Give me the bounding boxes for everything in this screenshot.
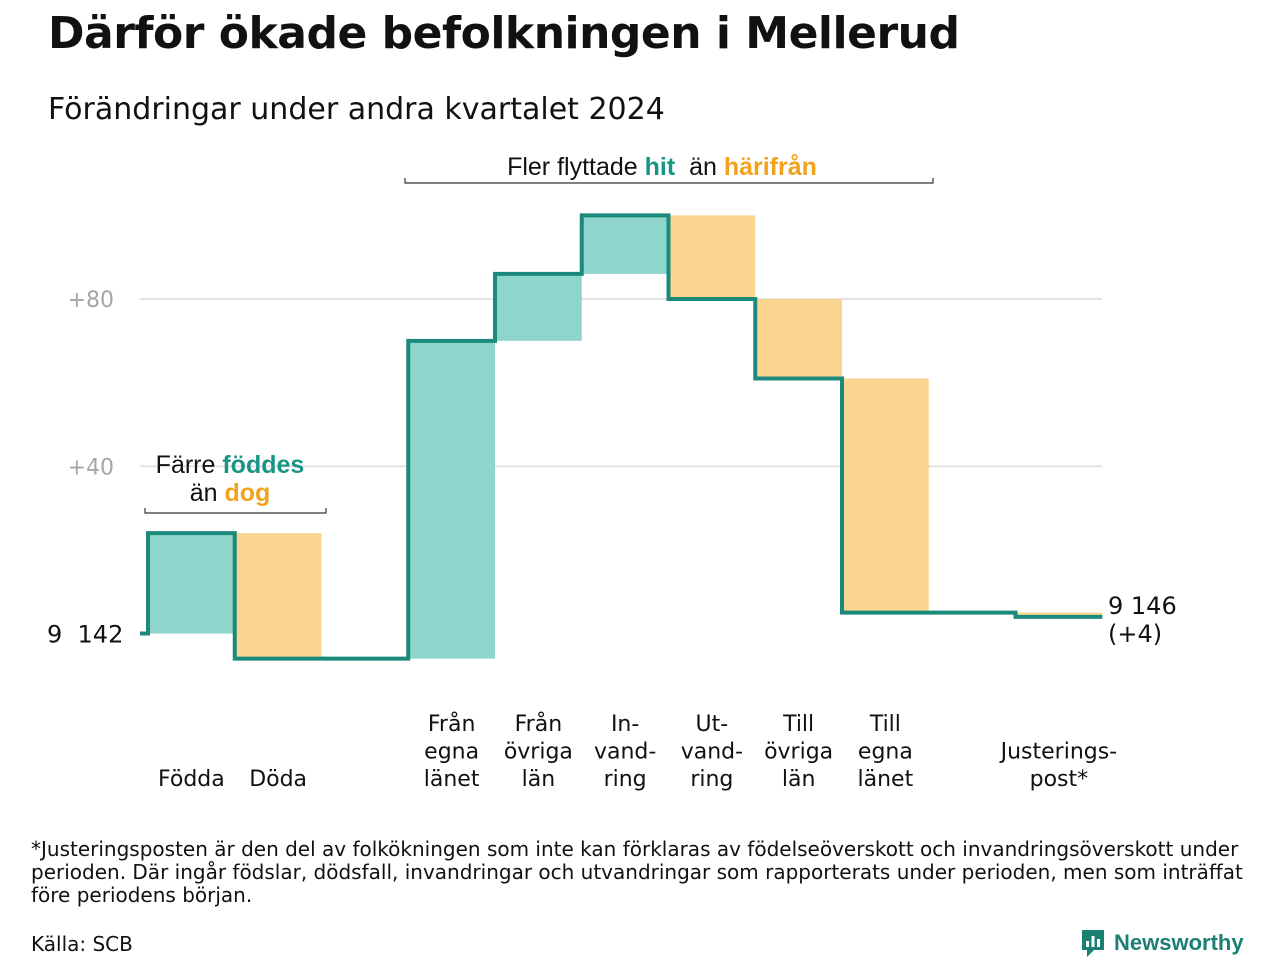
category-label: vand- [594,740,656,765]
category-label: län [782,767,816,792]
bar-invandring [581,215,669,274]
annotation-part: härifrån [724,153,817,181]
end-value-label: (+4) [1108,620,1162,648]
category-label: Födda [158,767,225,792]
annotation-bracket [404,178,934,184]
annotation-part: föddes [222,451,304,479]
bar-till-egna-lanet [842,378,929,613]
category-label: Till [782,712,814,737]
annotation-text: Fler flyttade hit än härifrån [507,153,817,181]
chart-title: Därför ökade befolkningen i Mellerud [48,8,960,59]
bar-justeringspost [1015,612,1103,617]
bar-fodda [148,533,235,634]
y-tick-label: +40 [68,455,114,480]
category-label: Ut- [696,712,729,737]
category-label: länet [858,767,914,792]
category-label: län [522,767,556,792]
bar-fran-ovriga-lan [495,273,582,341]
chart-subtitle: Förändringar under andra kvartalet 2024 [48,92,665,127]
category-label: länet [424,767,480,792]
bar-fran-egna-lanet [408,340,495,659]
category-label: post* [1030,767,1089,792]
footnote: *Justeringsposten är den del av folkökni… [31,837,1243,907]
annotation-part: Fler flyttade [507,153,645,181]
annotation-text: än dog [190,479,271,507]
annotation-part: än [190,479,225,507]
bar-doda [234,533,322,659]
brand-name: Newsworthy [1114,930,1244,955]
source-note: Källa: SCB [31,932,133,956]
category-label: egna [424,740,479,765]
bar-utvandring [668,215,756,299]
y-tick-label: +80 [68,288,114,313]
category-label: ring [690,767,733,792]
annotation-part: än [675,153,724,181]
annotation-part: hit [645,153,676,181]
category-label: In- [611,712,639,737]
category-label: Döda [249,767,307,792]
annotation-part: Färre [156,451,223,479]
annotation-bracket [144,508,327,514]
newsworthy-logo-icon [1082,930,1104,957]
category-label: vand- [681,740,743,765]
bar-till-ovriga-lan [755,299,842,379]
category-label: Från [428,711,476,737]
category-label: Från [515,711,563,737]
end-value-label: 9 146 [1108,592,1177,620]
start-value-label: 9 142 [47,621,123,649]
annotation-part: dog [224,479,270,507]
category-label: ring [604,767,647,792]
brand-logo[interactable]: Newsworthy [1080,928,1244,958]
grid-lines [140,298,1102,468]
bars [148,215,1103,659]
category-label: egna [858,740,913,765]
annotation-text: Färre föddes [156,451,305,479]
category-label: övriga [504,740,573,765]
category-label: Justerings- [999,740,1118,765]
step-line-group [140,213,1103,661]
category-label: övriga [764,740,833,765]
step-line [140,213,1103,661]
category-label: Till [869,712,901,737]
